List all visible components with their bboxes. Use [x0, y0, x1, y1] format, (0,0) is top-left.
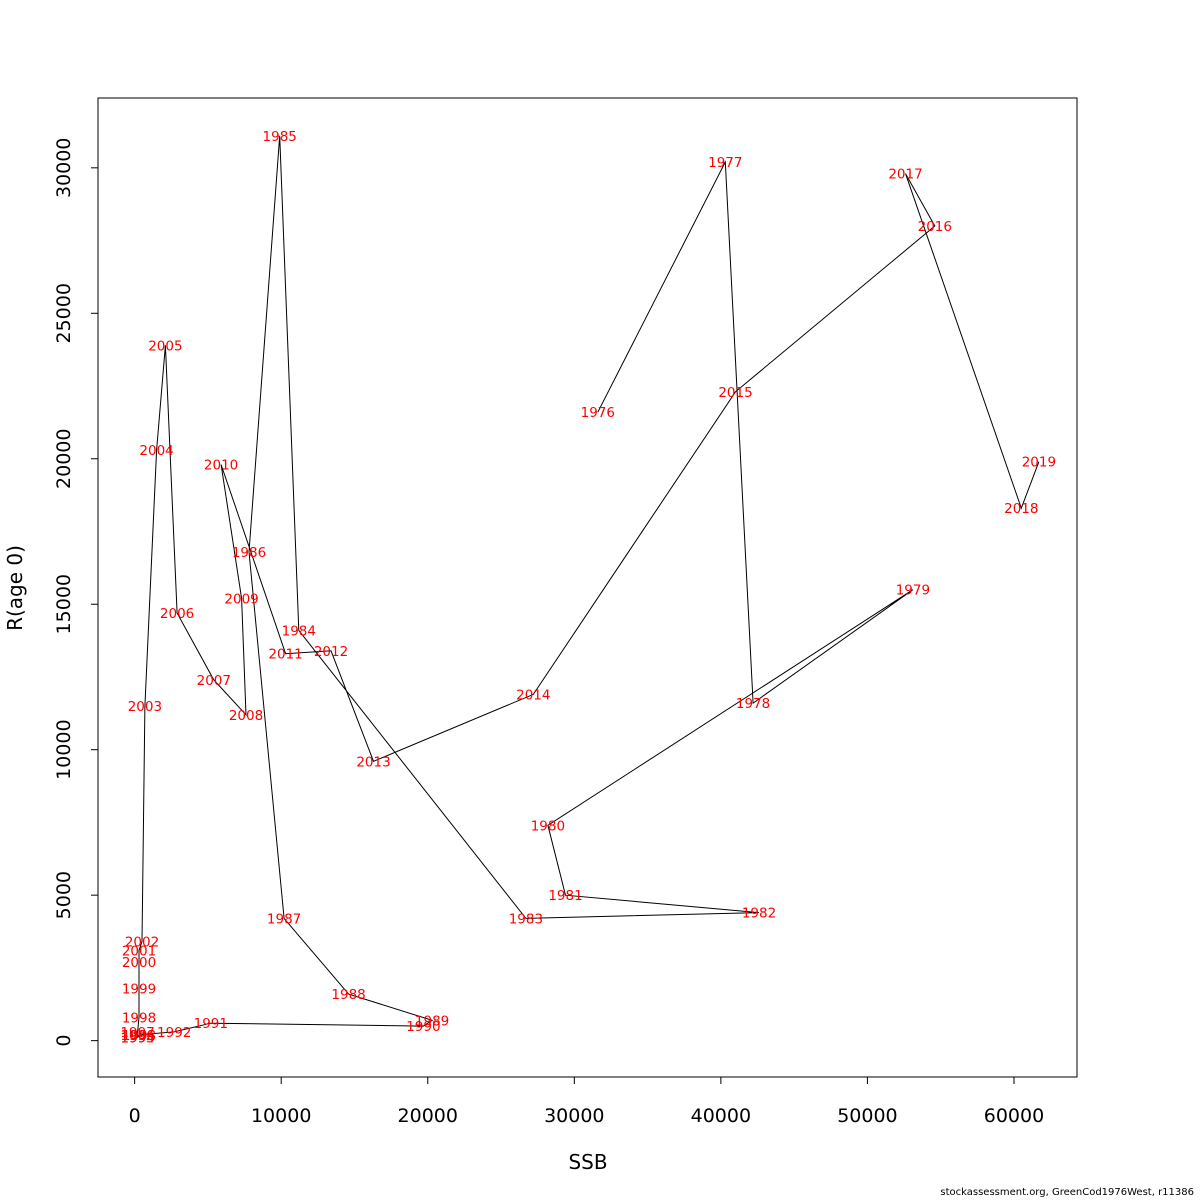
year-label-2011: 2011 [268, 647, 302, 663]
year-label-1978: 1978 [736, 696, 770, 712]
year-label-1998: 1998 [122, 1010, 156, 1026]
year-label-2003: 2003 [128, 699, 162, 715]
year-label-2006: 2006 [160, 606, 194, 622]
y-tick-label: 10000 [53, 719, 75, 779]
year-label-1984: 1984 [282, 623, 316, 639]
year-label-1992: 1992 [157, 1025, 191, 1041]
year-label-1990: 1990 [406, 1019, 440, 1035]
y-tick-label: 20000 [53, 429, 75, 489]
x-tick-label: 50000 [837, 1105, 897, 1127]
year-label-2007: 2007 [197, 673, 231, 689]
year-label-2015: 2015 [718, 385, 752, 401]
year-label-2001: 2001 [122, 943, 156, 959]
y-axis: 0 5000 10000 15000 20000 25000 30000 [53, 138, 99, 1047]
x-tick-label: 30000 [544, 1105, 604, 1127]
year-label-2012: 2012 [314, 644, 348, 660]
year-label-1996: 1996 [120, 1028, 154, 1044]
year-label-2016: 2016 [918, 219, 952, 235]
y-tick-label: 5000 [53, 871, 75, 919]
y-tick-label: 0 [53, 1035, 75, 1047]
year-label-2017: 2017 [888, 167, 922, 183]
year-label-1983: 1983 [509, 911, 543, 927]
x-axis-title: SSB [568, 1150, 607, 1174]
year-label-1994: 1994 [120, 1031, 154, 1047]
year-label-1989: 1989 [415, 1013, 449, 1029]
year-label-1991: 1991 [194, 1016, 228, 1032]
year-label-1985: 1985 [263, 129, 297, 145]
year-label-1993: 1993 [122, 1028, 156, 1044]
year-label-2014: 2014 [516, 687, 550, 703]
year-label-1979: 1979 [896, 583, 930, 599]
year-label-2010: 2010 [204, 458, 238, 474]
year-label-1999: 1999 [122, 981, 156, 997]
year-label-2013: 2013 [356, 754, 390, 770]
footer-credit: stockassessment.org, GreenCod1976West, r… [940, 1187, 1194, 1198]
year-label-2002: 2002 [125, 935, 159, 951]
y-tick-label: 15000 [53, 574, 75, 634]
recruitment-trajectory-line [137, 135, 1040, 1038]
x-tick-label: 60000 [984, 1105, 1044, 1127]
year-label-1980: 1980 [531, 818, 565, 834]
year-label-2000: 2000 [122, 955, 156, 971]
year-label-2018: 2018 [1004, 501, 1038, 517]
year-label-2019: 2019 [1022, 455, 1056, 471]
year-label-1997: 1997 [120, 1025, 154, 1041]
y-tick-label: 25000 [53, 283, 75, 343]
x-axis: 0 10000 20000 30000 40000 50000 60000 [129, 1076, 1044, 1127]
y-axis-title: R(age 0) [3, 545, 27, 631]
year-label-1976: 1976 [581, 405, 615, 421]
year-label-1986: 1986 [232, 545, 266, 561]
year-label-2005: 2005 [148, 338, 182, 354]
year-label-2008: 2008 [229, 708, 263, 724]
year-label-1981: 1981 [548, 888, 582, 904]
year-label-2004: 2004 [139, 443, 173, 459]
year-labels: 1976 1977 1978 1979 1980 1981 1982 1983 1984 1985… [120, 129, 1056, 1047]
y-tick-label: 30000 [53, 138, 75, 198]
x-tick-label: 40000 [691, 1105, 751, 1127]
x-tick-label: 10000 [251, 1105, 311, 1127]
x-tick-label: 20000 [398, 1105, 458, 1127]
year-label-1995: 1995 [120, 1031, 154, 1047]
year-label-1982: 1982 [742, 906, 776, 922]
year-label-1987: 1987 [267, 911, 301, 927]
year-label-2009: 2009 [224, 591, 258, 607]
year-label-1977: 1977 [708, 155, 742, 171]
year-label-1988: 1988 [331, 987, 365, 1003]
x-tick-label: 0 [129, 1105, 141, 1127]
